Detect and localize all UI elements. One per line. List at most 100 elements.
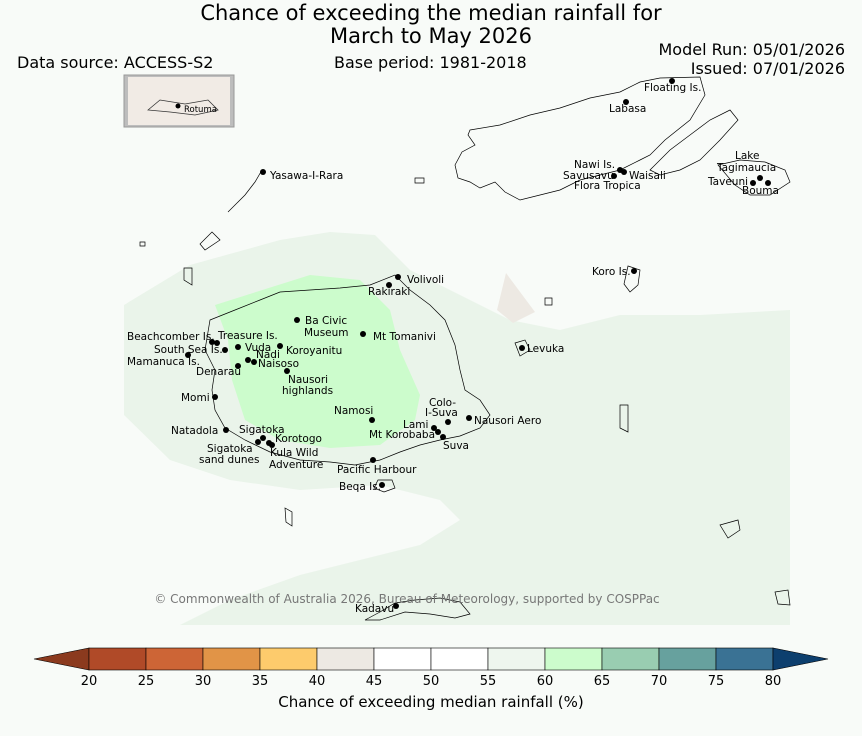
label-bouma: Bouma <box>742 185 779 197</box>
colorbar-tick-label: 35 <box>252 674 269 689</box>
label-koro: Koro Is. <box>592 266 631 278</box>
label-namosi: Namosi <box>334 405 373 417</box>
vanua-levu-coast <box>454 76 706 201</box>
colorbar-tick-label: 60 <box>537 674 554 689</box>
colorbar-segment <box>658 647 717 671</box>
marker-mamanuca <box>185 352 191 358</box>
colorbar-tick-label: 75 <box>708 674 725 689</box>
small-island-nw <box>139 241 146 247</box>
label-floating-is: Floating Is. <box>644 82 701 94</box>
colorbar-tick-label: 45 <box>366 674 383 689</box>
marker-waisali <box>621 169 627 175</box>
colorbar: 20 25 30 35 40 45 50 55 60 65 70 75 80 <box>33 647 829 689</box>
label-kadavu: Kadavu <box>355 603 394 615</box>
rotuma-dot <box>175 103 181 109</box>
colorbar-tick-label: 20 <box>81 674 98 689</box>
colorbar-tick-label: 40 <box>309 674 326 689</box>
marker-rakiraki <box>386 282 392 288</box>
run-info: Model Run: 05/01/2026 Issued: 07/01/2026 <box>659 40 846 78</box>
label-koroyanitu: Koroyanitu <box>286 345 342 357</box>
label-south-sea: South Sea Is. <box>154 344 223 356</box>
marker-kula <box>269 442 275 448</box>
colorbar-segment <box>373 647 432 671</box>
label-flora-tropica: Flora Tropica <box>574 180 641 192</box>
gau-island <box>544 297 553 306</box>
label-tagimaucia: Tagimaucia <box>716 162 776 174</box>
title-line-2: March to May 2026 <box>330 24 532 48</box>
marker-sigatoka-dunes <box>255 439 261 445</box>
colorbar-tick-label: 65 <box>594 674 611 689</box>
colorbar-segment <box>487 647 546 671</box>
koro-island <box>623 265 641 293</box>
issued-date: Issued: 07/01/2026 <box>690 59 845 78</box>
marker-pacific-harbour <box>370 457 376 463</box>
small-island-far-east <box>774 589 791 606</box>
label-nausori: Nausori <box>288 374 328 386</box>
viti-levu-coast <box>204 274 491 466</box>
label-lami: Lami <box>403 419 428 431</box>
marker-koroyanitu <box>277 343 283 349</box>
colorbar-segment <box>601 647 660 671</box>
marker-volivoli <box>395 274 401 280</box>
colorbar-tick-label: 50 <box>423 674 440 689</box>
colorbar-tick-label: 25 <box>138 674 155 689</box>
label-sigatoka-dunes-2: sand dunes <box>199 454 259 466</box>
title-line-1: Chance of exceeding the median rainfall … <box>200 1 662 25</box>
shade-60-65 <box>215 275 420 448</box>
label-yasawa: Yasawa-I-Rara <box>269 170 343 182</box>
colorbar-tick-label: 30 <box>195 674 212 689</box>
inset-background <box>128 77 230 125</box>
label-lake: Lake <box>735 150 759 162</box>
kadavu-island <box>364 597 471 621</box>
label-savusavu: Savusavu <box>563 170 614 182</box>
marker-naisoso <box>251 359 257 365</box>
colorbar-tick-label: 80 <box>765 674 782 689</box>
marker-denarau <box>235 363 241 369</box>
marker-ba <box>294 317 300 323</box>
label-labasa: Labasa <box>609 103 646 115</box>
label-suva: Suva <box>443 440 469 452</box>
marker-beachcomber <box>209 339 215 345</box>
label-momi: Momi <box>181 392 210 404</box>
colorbar-segment <box>88 647 147 671</box>
ovalau-island <box>514 339 531 357</box>
marker-labasa <box>623 99 629 105</box>
taveuni-coast <box>717 159 791 196</box>
vatulele-island <box>284 507 293 527</box>
label-taveuni: Taveuni <box>707 176 748 188</box>
marker-korobaba <box>435 429 441 435</box>
label-sigatoka-dunes-1: Sigatoka <box>207 443 253 455</box>
marker-nausori-aero <box>466 415 472 421</box>
marker-nausori-highlands <box>284 368 290 374</box>
label-nawi: Nawi Is. <box>574 159 615 171</box>
marker-taveuni <box>750 180 756 186</box>
label-pacific-harbour: Pacific Harbour <box>337 464 417 476</box>
marker-lami <box>431 425 437 431</box>
map-title: Chance of exceeding the median rainfall … <box>0 2 862 48</box>
label-nausori-aero: Nausori Aero <box>474 415 541 427</box>
marker-sigatoka <box>260 435 266 441</box>
label-beachcomber: Beachcomber Is. <box>127 331 215 343</box>
label-mamanuca: Mamanuca Is. <box>127 356 200 368</box>
label-ba-civic: Ba Civic <box>305 315 347 327</box>
small-island-east <box>719 519 741 539</box>
marker-bouma <box>765 180 771 186</box>
marker-colo-i-suva <box>445 419 451 425</box>
label-beqa: Beqa Is. <box>339 481 381 493</box>
marker-koro <box>631 268 637 274</box>
marker-nadi <box>245 357 251 363</box>
marker-tomanivi <box>360 331 366 337</box>
base-period: Base period: 1981-2018 <box>334 53 527 72</box>
label-nadi: Nadi <box>256 349 280 361</box>
label-vuda: Vuda <box>245 342 271 354</box>
colorbar-segment <box>544 647 603 671</box>
model-run: Model Run: 05/01/2026 <box>658 40 846 59</box>
vanua-levu-east <box>649 109 739 176</box>
colorbar-high-extend <box>772 647 829 671</box>
colorbar-segment <box>316 647 375 671</box>
rotuma-label: Rotuma <box>184 105 217 115</box>
label-colo: Colo- <box>429 397 456 409</box>
label-museum: Museum <box>304 327 349 339</box>
label-waisali: Waisali <box>629 170 666 182</box>
